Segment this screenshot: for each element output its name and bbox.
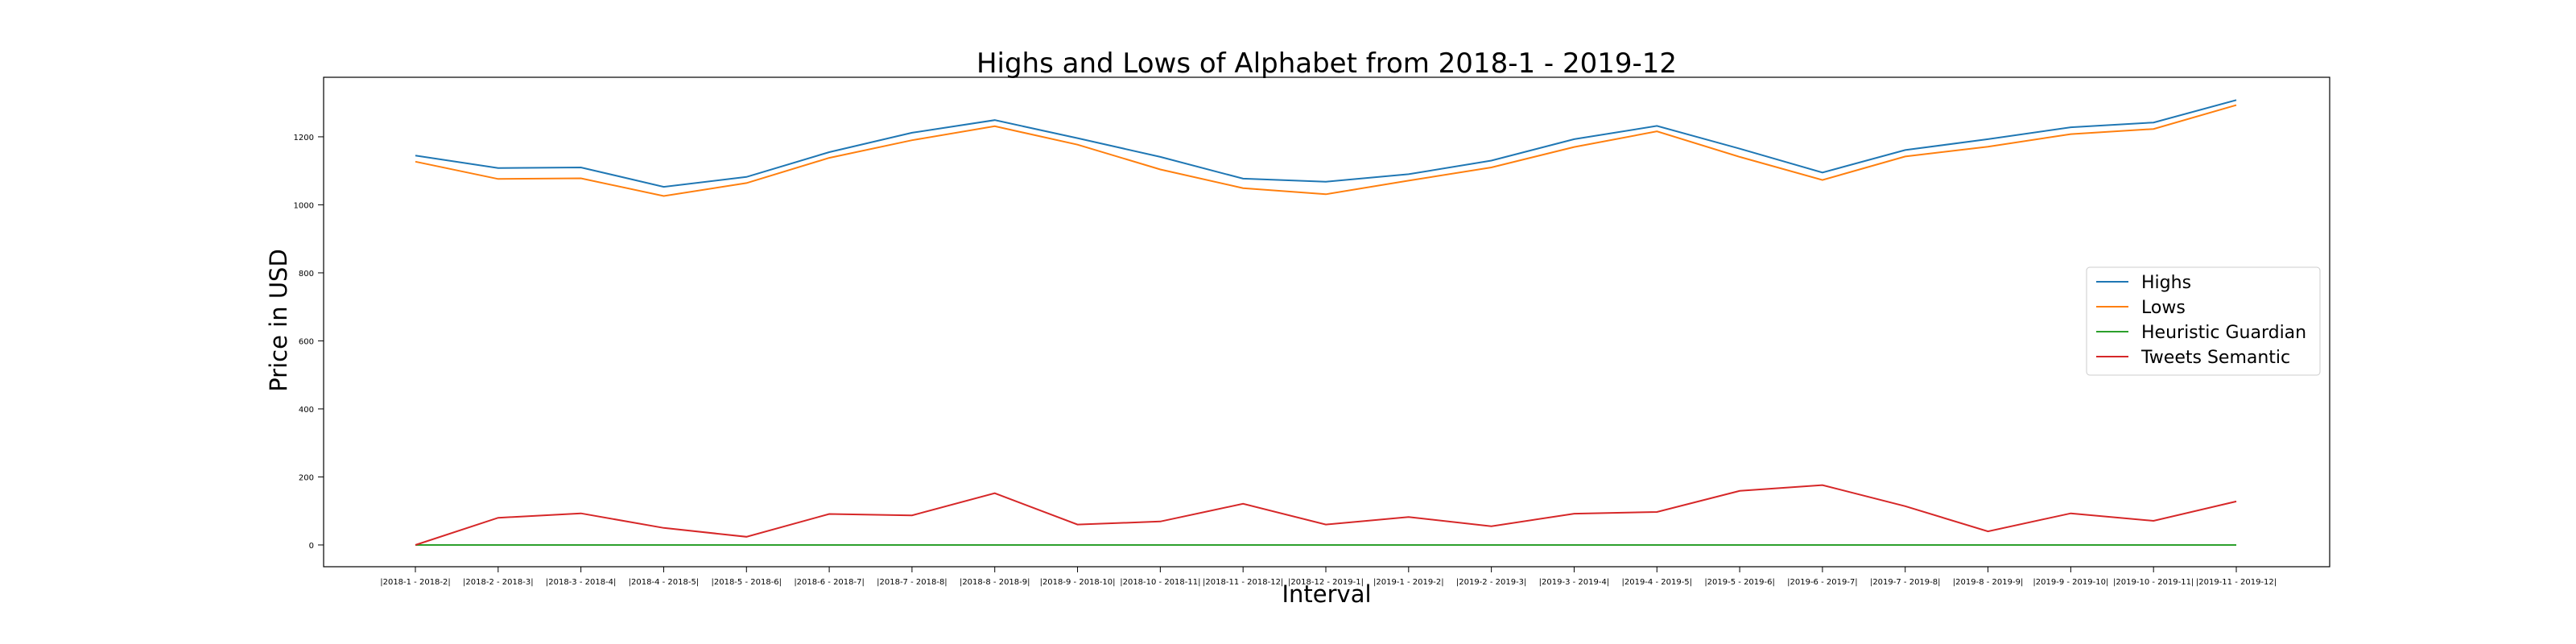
legend-label: Highs xyxy=(2141,273,2191,293)
y-tick-label: 0 xyxy=(309,542,314,551)
x-tick-label: |2019-4 - 2019-5| xyxy=(1621,578,1692,587)
axes-frame xyxy=(323,76,2330,568)
x-tick-label: |2018-4 - 2018-5| xyxy=(629,578,700,587)
x-axis-title: Interval xyxy=(1282,580,1371,608)
y-tick-label: 200 xyxy=(299,473,314,482)
x-tick-label: |2018-2 - 2018-3| xyxy=(463,578,534,587)
y-tick-label: 1000 xyxy=(294,201,314,210)
x-tick-label: |2018-1 - 2018-2| xyxy=(380,578,451,587)
x-tick-label: |2019-5 - 2019-6| xyxy=(1704,578,1775,587)
x-tick-label: |2019-8 - 2019-9| xyxy=(1953,578,2024,587)
legend: Highs Lows Heuristic Guardian Tweets Semant… xyxy=(2086,266,2321,376)
x-tick-label: |2018-12 - 2019-1| xyxy=(1288,578,1364,587)
y-tick-label: 1200 xyxy=(294,134,314,142)
y-tick-label: 600 xyxy=(299,337,314,346)
chart-title: Highs and Lows of Alphabet from 2018-1 -… xyxy=(976,47,1677,80)
plot-area: 0 200 400 600 800 1000 1200 |2018-1 - 2018-2| |2… xyxy=(294,76,2330,587)
y-axis-title: Price in USD xyxy=(265,249,292,392)
legend-box xyxy=(2086,266,2321,376)
x-tick-label: |2019-2 - 2019-3| xyxy=(1456,578,1527,587)
legend-label: Tweets Semantic xyxy=(2140,348,2290,368)
x-tick-label: |2019-6 - 2019-7| xyxy=(1787,578,1858,587)
x-tick-label: |2018-8 - 2018-9| xyxy=(960,578,1030,587)
x-tick-label: |2018-5 - 2018-6| xyxy=(711,578,782,587)
legend-label: Lows xyxy=(2141,298,2186,318)
x-tick-label: |2018-10 - 2018-11| xyxy=(1120,578,1200,587)
x-tick-label: |2019-10 - 2019-11| xyxy=(2113,578,2194,587)
x-tick-label: |2018-6 - 2018-7| xyxy=(794,578,865,587)
y-tick-label: 400 xyxy=(299,406,314,415)
y-tick-label: 800 xyxy=(299,270,314,279)
x-tick-label: |2018-11 - 2018-12| xyxy=(1203,578,1283,587)
x-tick-label: |2018-3 - 2018-4| xyxy=(546,578,617,587)
x-tick-label: |2019-7 - 2019-8| xyxy=(1870,578,1941,587)
x-tick-label: |2018-7 - 2018-8| xyxy=(877,578,947,587)
x-tick-label: |2019-11 - 2019-12| xyxy=(2196,578,2277,587)
x-tick-label: |2019-1 - 2019-2| xyxy=(1373,578,1444,587)
legend-label: Heuristic Guardian xyxy=(2141,323,2306,343)
x-tick-label: |2019-9 - 2019-10| xyxy=(2033,578,2108,587)
x-tick-label: |2018-9 - 2018-10| xyxy=(1040,578,1116,587)
x-tick-label: |2019-3 - 2019-4| xyxy=(1539,578,1610,587)
